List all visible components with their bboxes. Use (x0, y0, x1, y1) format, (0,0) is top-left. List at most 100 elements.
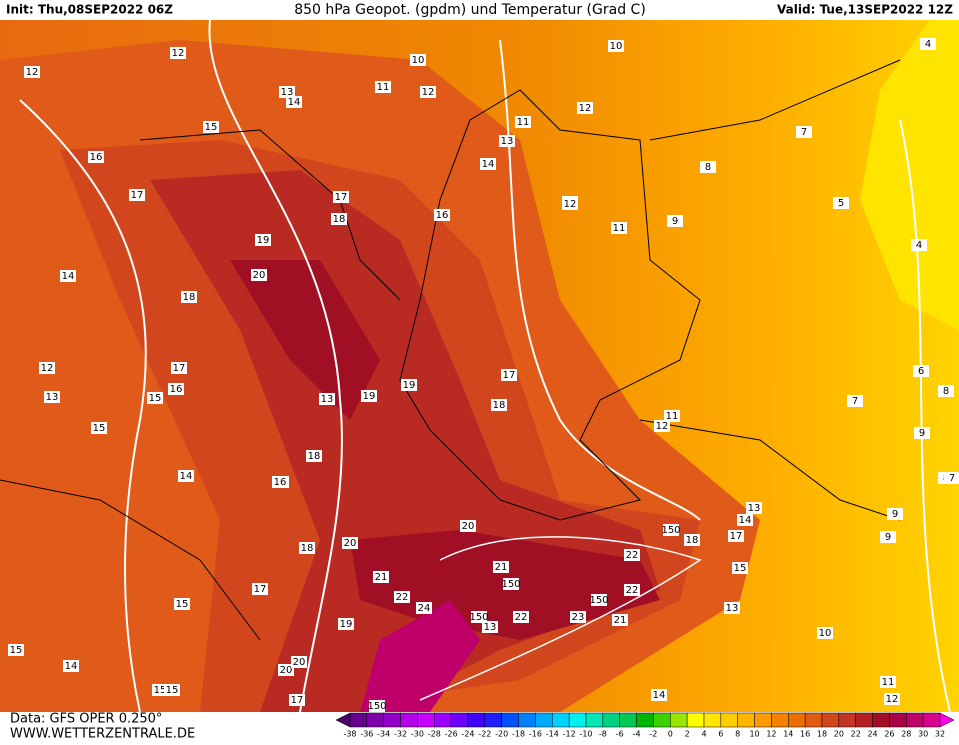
label-box (570, 611, 586, 623)
label-box (255, 234, 271, 246)
contour-label: 17 (173, 363, 186, 374)
label-box (482, 621, 498, 633)
contour-label: 11 (666, 411, 679, 422)
label-box (847, 395, 863, 407)
colorbar-swatch (467, 712, 486, 728)
colorbar-tick: 10 (749, 730, 759, 739)
contour-label: 13 (484, 622, 497, 633)
contour-label: 6 (918, 366, 924, 377)
colorbar-tick: 24 (867, 730, 877, 739)
label-box (612, 614, 628, 626)
label-box (737, 514, 753, 526)
contour-label: 15 (149, 393, 162, 404)
label-box (8, 644, 24, 656)
label-box (129, 189, 145, 201)
colorbar-tick: 12 (766, 730, 776, 739)
colorbar-tick: -32 (394, 730, 407, 739)
colorbar-tick: 16 (800, 730, 810, 739)
contour-label: 13 (281, 87, 294, 98)
contour-label: 11 (882, 677, 895, 688)
contour-label: 11 (517, 117, 530, 128)
label-box (651, 689, 667, 701)
colorbar-tick: -12 (563, 730, 576, 739)
colorbar-tick: -6 (616, 730, 624, 739)
label-box (291, 656, 307, 668)
colorbar-tick: -10 (579, 730, 592, 739)
contour-label: 9 (892, 509, 898, 520)
contour-label: 10 (819, 628, 832, 639)
label-box (624, 549, 640, 561)
label-box (914, 427, 930, 439)
label-box (24, 66, 40, 78)
label-box (944, 472, 959, 484)
colorbar-swatch (670, 712, 688, 728)
label-box (306, 450, 322, 462)
label-box (278, 664, 294, 676)
label-box (746, 502, 762, 514)
contour-label: 12 (26, 67, 39, 78)
label-box (178, 470, 194, 482)
label-box (833, 197, 849, 209)
label-box (164, 684, 180, 696)
label-box (499, 135, 515, 147)
contour-label: 12 (579, 103, 592, 114)
colorbar-tick: -38 (343, 730, 356, 739)
contour-label: 21 (375, 572, 388, 583)
contour-labels: 1010121211121413121113141516171718181619… (8, 38, 959, 712)
map (0, 19, 959, 713)
label-box (168, 383, 184, 395)
colorbar-tick: 30 (918, 730, 928, 739)
colorbar-swatch (518, 712, 536, 728)
contour-label: 19 (340, 619, 353, 630)
label-box (203, 121, 219, 133)
colorbar-swatch (400, 712, 418, 728)
label-box (724, 602, 740, 614)
label-box (654, 420, 670, 432)
label-box (434, 209, 450, 221)
label-box (471, 611, 487, 623)
label-box (513, 611, 529, 623)
colorbar-tick: 28 (901, 730, 911, 739)
contour-label: 150 (589, 595, 608, 606)
contour-label: 15 (734, 563, 747, 574)
colorbar-swatch (889, 712, 907, 728)
label-box (562, 198, 578, 210)
label-box (252, 583, 268, 595)
contour-label: 20 (253, 270, 266, 281)
colorbar-tick: -14 (546, 730, 559, 739)
colorbar-tick: -26 (445, 730, 458, 739)
colorbar-swatch (703, 712, 722, 728)
colorbar-swatch (619, 712, 637, 728)
label-box (401, 379, 417, 391)
contour-label: 23 (572, 612, 585, 623)
contour-label: 19 (403, 380, 416, 391)
colorbar-tick: 14 (783, 730, 793, 739)
colorbar-swatch (906, 712, 924, 728)
map-title: 850 hPa Geopot. (gpdm) und Temperatur (G… (294, 2, 646, 18)
colorbar-swatch (855, 712, 873, 728)
contour-label: 13 (46, 392, 59, 403)
contour-label: 20 (462, 521, 475, 532)
label-box (338, 618, 354, 630)
contour-label: 20 (280, 665, 293, 676)
contour-label: 22 (626, 550, 639, 561)
colorbar-tick: -16 (529, 730, 542, 739)
contour-label: 4 (925, 39, 931, 50)
contour-label: 18 (333, 214, 346, 225)
contour-label: 17 (335, 192, 348, 203)
contour-label: 13 (501, 136, 514, 147)
contour-label: 19 (363, 391, 376, 402)
contour-label: 9 (885, 532, 891, 543)
label-box (884, 693, 900, 705)
contour-label: 21 (495, 562, 508, 573)
label-box (515, 116, 531, 128)
colorbar-swatch (434, 712, 452, 728)
colorbar-swatch (872, 712, 890, 728)
contour-label: 7 (852, 396, 858, 407)
init-time: Init: Thu,08SEP2022 06Z (6, 3, 173, 17)
colorbar-swatch (366, 712, 384, 728)
label-box (333, 191, 349, 203)
label-box (667, 215, 683, 227)
contour-label: 12 (886, 694, 899, 705)
data-source: Data: GFS OPER 0.250° (10, 712, 162, 727)
